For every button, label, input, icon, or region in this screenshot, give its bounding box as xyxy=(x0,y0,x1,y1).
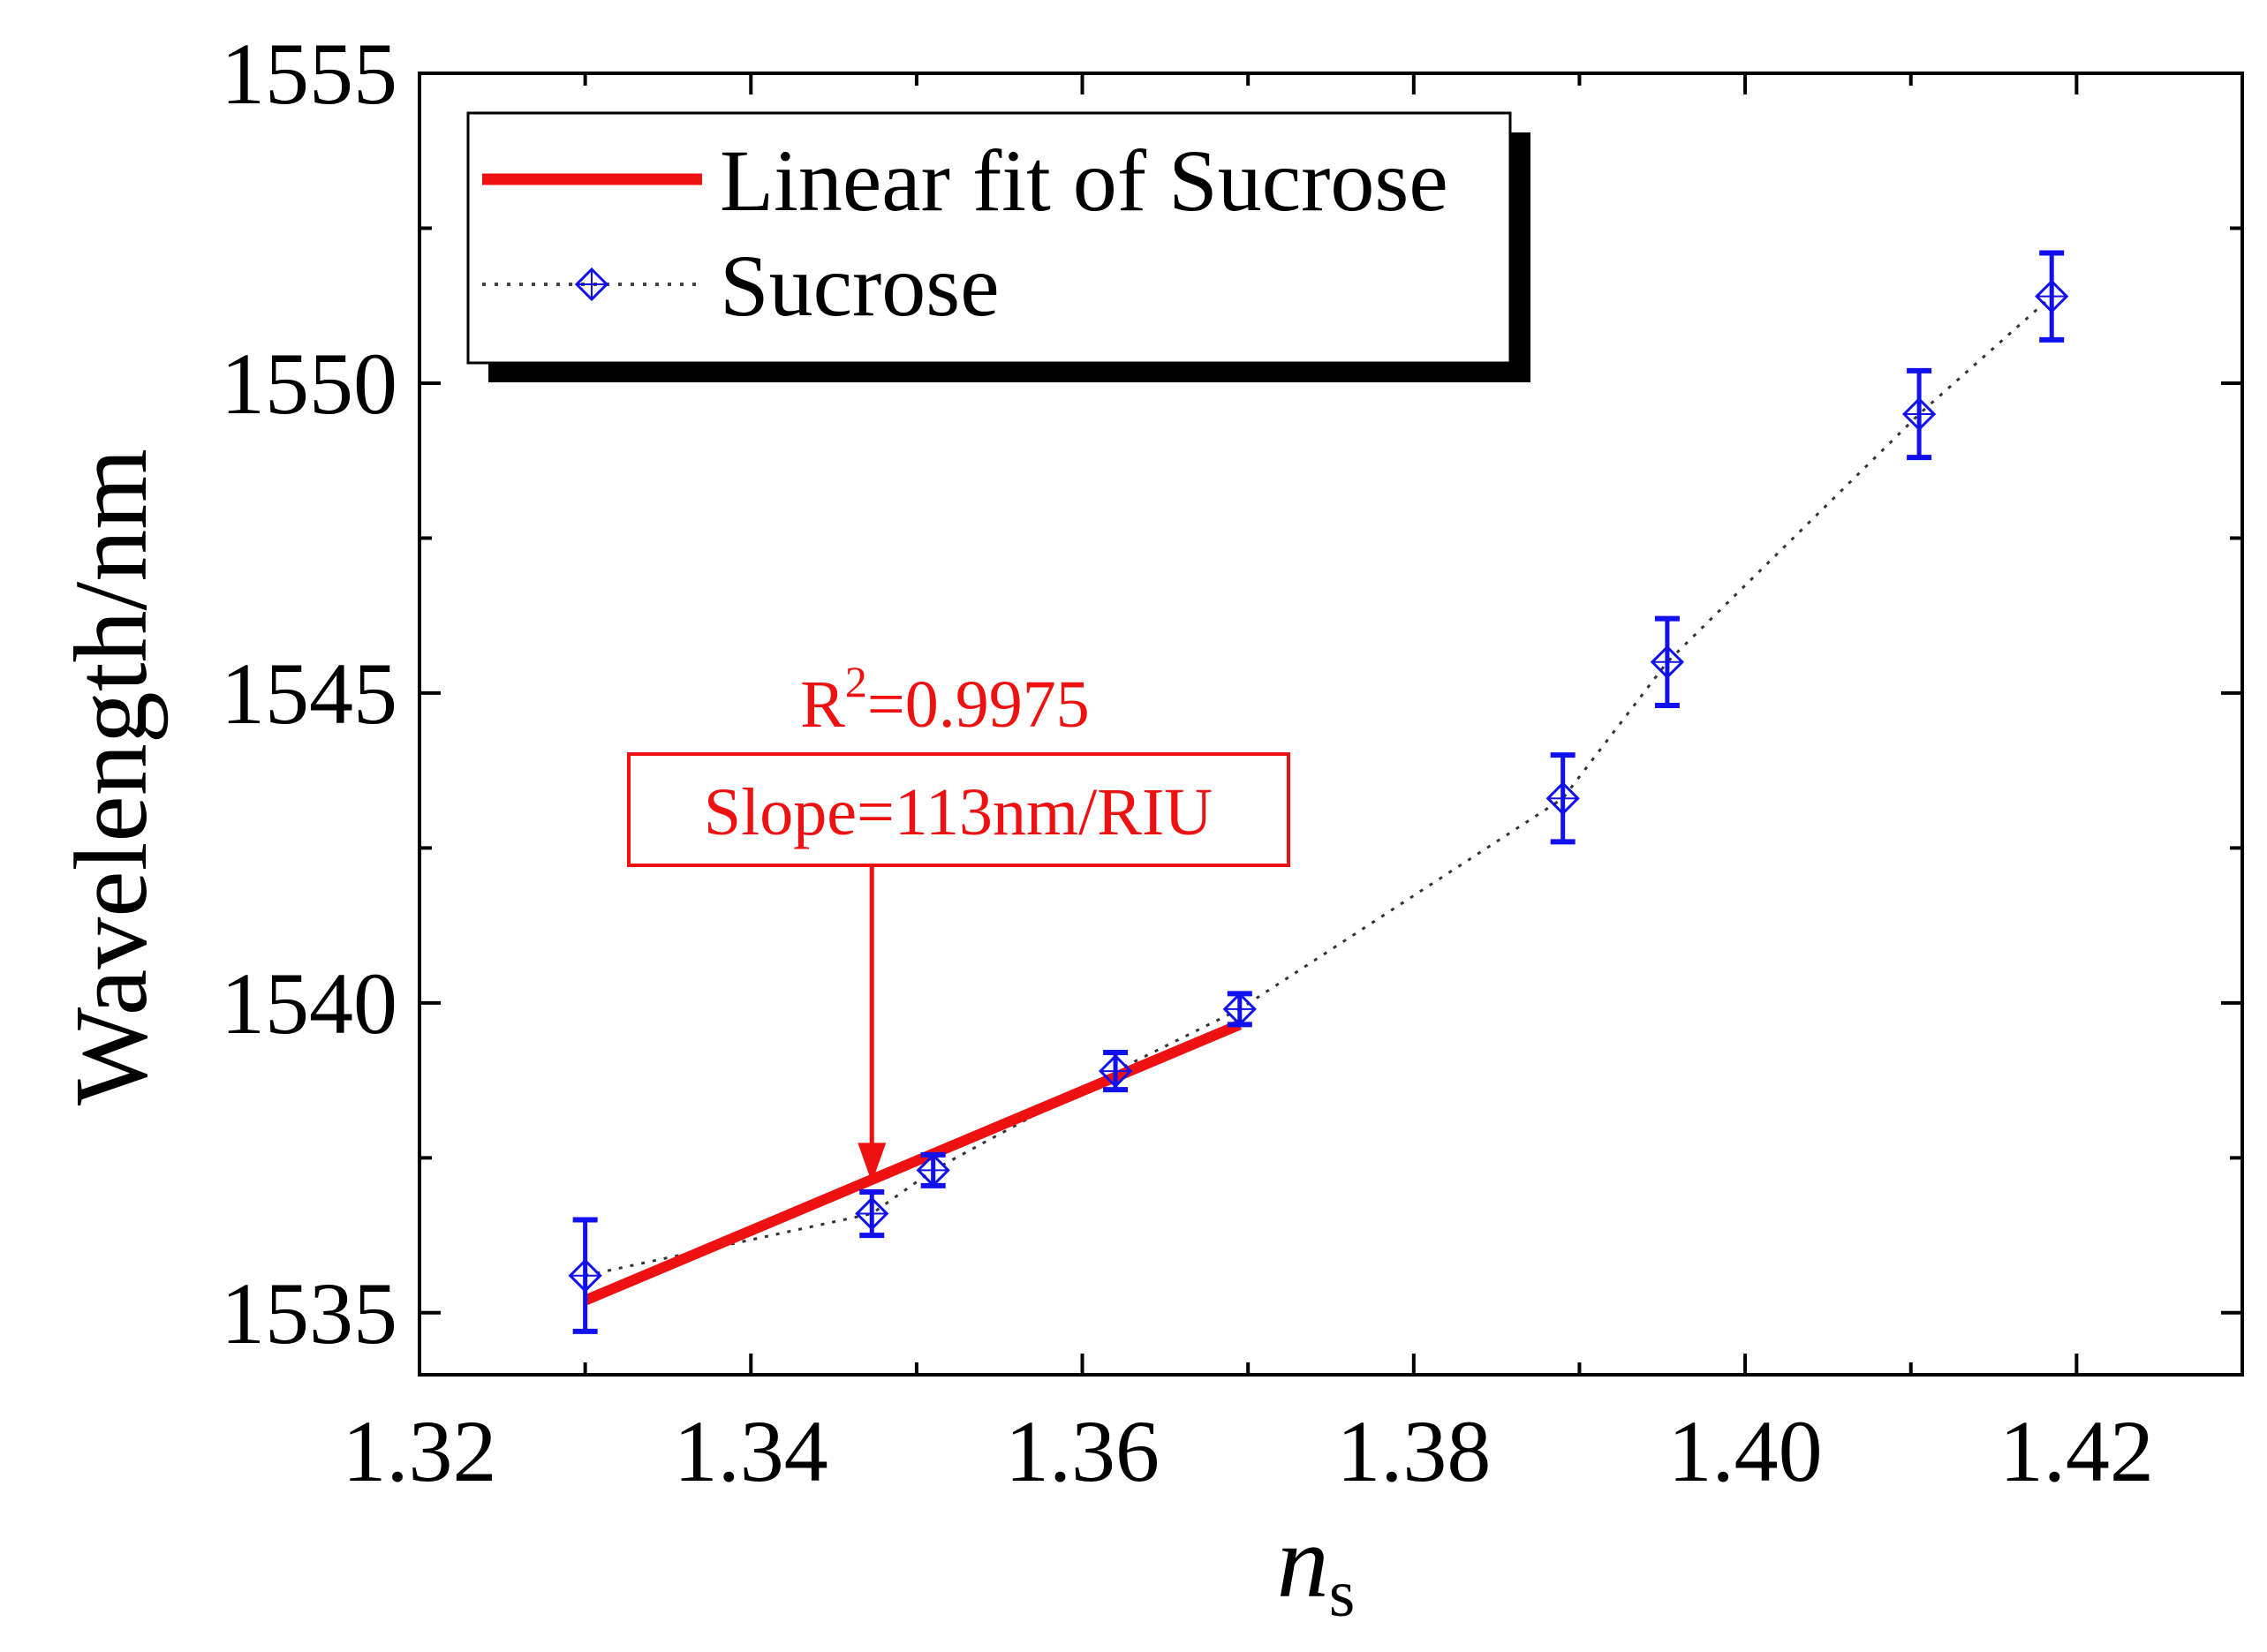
legend-box xyxy=(466,111,1512,365)
sucrose-data-point xyxy=(2035,279,2069,313)
y-tick-label: 1535 xyxy=(221,1264,397,1362)
x-tick-label: 1.42 xyxy=(1999,1402,2154,1500)
sucrose-data-point xyxy=(1650,645,1685,679)
y-tick-label: 1550 xyxy=(221,335,397,433)
y-axis-tick-labels: 1535 1540 1545 1550 1555 xyxy=(221,25,397,1362)
x-axis-ticks xyxy=(418,73,2079,1375)
annotation-arrow-head xyxy=(858,1143,887,1183)
legend: Linear fit of Sucrose Sucrose xyxy=(466,111,1530,382)
r-squared-value: =0.9975 xyxy=(867,668,1090,742)
sucrose-data-point xyxy=(916,1153,950,1188)
sucrose-data-point xyxy=(1222,992,1257,1026)
y-axis-title: Wavelength/nm xyxy=(53,449,169,1105)
r-squared-r: R xyxy=(800,668,845,742)
data-layer xyxy=(568,250,2069,1334)
y-tick-label: 1540 xyxy=(221,954,397,1052)
x-axis-tick-labels: 1.32 1.34 1.36 1.38 1.40 1.42 xyxy=(343,1402,2154,1500)
x-tick-label: 1.38 xyxy=(1336,1402,1491,1500)
sucrose-data-point xyxy=(568,1258,602,1293)
fit-annotation: R2=0.9975 Slope=113nm/RIU xyxy=(627,657,1290,1183)
r-squared-label: R2=0.9975 xyxy=(800,657,1090,742)
x-axis-title-main: n xyxy=(1277,1504,1329,1619)
plot-frame xyxy=(418,72,2244,1377)
linear-fit-line xyxy=(583,1019,1243,1306)
x-axis-title-subscript: s xyxy=(1329,1557,1356,1631)
x-tick-label: 1.36 xyxy=(1005,1402,1160,1500)
r-squared-superscript: 2 xyxy=(845,657,867,706)
sucrose-data-point xyxy=(855,1196,889,1231)
y-tick-label: 1545 xyxy=(221,645,397,743)
x-tick-label: 1.32 xyxy=(343,1402,497,1500)
sucrose-data-point xyxy=(1098,1053,1133,1089)
sucrose-data-point xyxy=(1901,396,1937,432)
y-axis-ticks xyxy=(419,72,2242,1315)
legend-diamond xyxy=(574,267,609,302)
x-tick-label: 1.34 xyxy=(674,1402,828,1500)
x-tick-label: 1.40 xyxy=(1668,1402,1823,1500)
x-axis-title: ns xyxy=(1277,1504,1356,1631)
slope-box xyxy=(627,752,1290,867)
legend-sucrose-diamond-icon xyxy=(574,267,609,302)
legend-fit-label: Linear fit of Sucrose xyxy=(720,132,1448,230)
y-tick-label: 1555 xyxy=(221,25,397,123)
legend-sucrose-label: Sucrose xyxy=(720,237,1000,335)
slope-label: Slope=113nm/RIU xyxy=(704,775,1213,849)
sucrose-data-point xyxy=(1545,781,1580,816)
